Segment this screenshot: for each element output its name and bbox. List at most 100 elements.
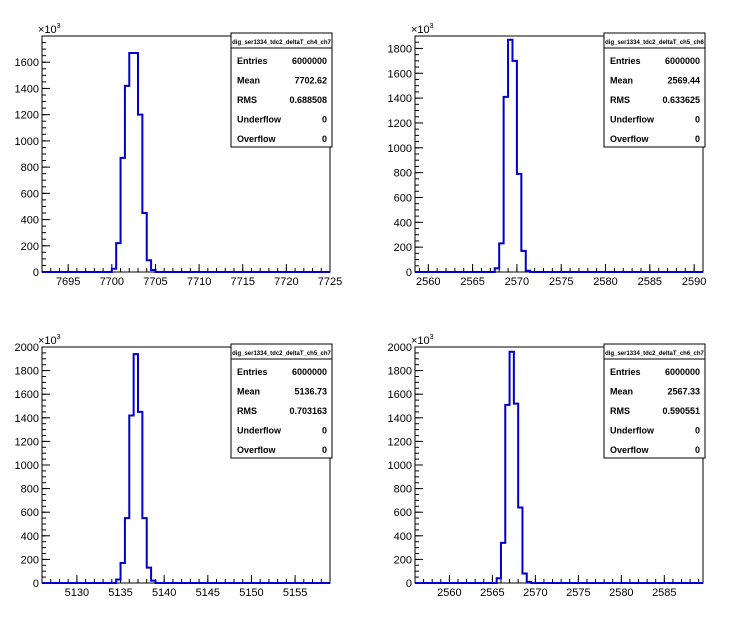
stat-key: Underflow (610, 115, 655, 125)
y-tick-label: 1200 (15, 110, 39, 122)
y-tick-label: 1400 (388, 413, 412, 425)
y-tick-label: 1600 (388, 389, 412, 401)
y-multiplier-label: ×103 (411, 23, 434, 36)
y-tick-label: 800 (21, 484, 39, 496)
stat-box (230, 343, 333, 459)
y-tick-label: 200 (394, 554, 412, 566)
x-tick-label: 2560 (437, 587, 461, 599)
y-tick-label: 1200 (388, 118, 412, 130)
x-tick-label: 2560 (416, 276, 440, 288)
x-tick-label: 5140 (152, 587, 176, 599)
histogram-line (42, 52, 330, 273)
stat-value: 0 (695, 445, 700, 455)
x-tick-label: 5145 (196, 587, 220, 599)
y-tick-label: 1600 (15, 57, 39, 69)
stat-value: 2569.44 (667, 76, 700, 86)
y-tick-label: 1800 (15, 366, 39, 378)
y-tick-label: 1800 (388, 366, 412, 378)
stat-key: RMS (237, 95, 257, 105)
stat-key: RMS (237, 406, 257, 416)
y-tick-label: 600 (394, 507, 412, 519)
y-tick-label: 2000 (388, 342, 412, 354)
stat-key: Overflow (610, 134, 650, 144)
stat-key: Entries (610, 56, 641, 66)
stat-key: RMS (610, 406, 630, 416)
stat-box (230, 32, 333, 148)
y-tick-label: 1800 (388, 43, 412, 55)
x-tick-label: 2570 (505, 276, 529, 288)
stat-value: 0 (695, 115, 700, 125)
histogram-pad: 0 200 400 600 800 1000 1200 1400 1600 1800 2000 256… (388, 334, 706, 599)
stat-value: 6000000 (292, 56, 327, 66)
stat-value: 0.688508 (289, 95, 327, 105)
y-multiplier-label: ×103 (411, 334, 434, 347)
y-tick-label: 200 (21, 241, 39, 253)
y-tick-label: 400 (394, 531, 412, 543)
x-tick-label: 7725 (318, 276, 342, 288)
histogram-pad: 0 200 400 600 800 1000 1200 1400 1600 1800 2000 513… (15, 334, 333, 599)
stat-key: Entries (237, 56, 268, 66)
stat-key: Mean (237, 76, 260, 86)
x-tick-label: 2575 (549, 276, 573, 288)
y-tick-label: 200 (394, 242, 412, 254)
x-tick-label: 2580 (609, 587, 633, 599)
histogram-line (415, 38, 703, 273)
stat-value: 6000000 (665, 56, 700, 66)
histogram-bin (129, 53, 138, 272)
stat-key: Overflow (237, 134, 277, 144)
y-tick-label: 1000 (388, 143, 412, 155)
y-tick-label: 2000 (15, 342, 39, 354)
y-tick-label: 800 (21, 162, 39, 174)
y-tick-label: 1000 (388, 460, 412, 472)
x-tick-label: 5130 (65, 587, 89, 599)
y-tick-label: 400 (394, 217, 412, 229)
y-tick-label: 1200 (15, 436, 39, 448)
x-tick-label: 7700 (100, 276, 124, 288)
stat-value: 0 (322, 115, 327, 125)
x-tick-label: 2565 (460, 276, 484, 288)
x-tick-label: 2570 (523, 587, 547, 599)
stat-key: Mean (610, 76, 633, 86)
y-tick-label: 600 (21, 507, 39, 519)
stat-value: 5136.73 (294, 387, 327, 397)
stat-box-title: dig_ser1334_tdc2_deltaT_ch4_ch7 (232, 40, 331, 46)
x-tick-label: 7705 (143, 276, 167, 288)
x-tick-label: 7695 (56, 276, 80, 288)
stat-key: Underflow (237, 426, 282, 436)
stat-box-title: dig_ser1334_tdc2_deltaT_ch5_ch6 (605, 40, 704, 46)
y-tick-label: 800 (394, 484, 412, 496)
stat-box-title: dig_ser1334_tdc2_deltaT_ch5_ch7 (232, 351, 331, 357)
stat-value: 0.633625 (662, 95, 700, 105)
stat-value: 0 (322, 445, 327, 455)
histogram-pad: 0 200 400 600 800 1000 1200 1400 1600 1800 2560 256… (388, 23, 707, 288)
y-tick-label: 400 (21, 531, 39, 543)
y-tick-label: 1400 (388, 93, 412, 105)
stat-key: Mean (237, 387, 260, 397)
y-tick-label: 400 (21, 215, 39, 227)
y-tick-label: 1400 (15, 413, 39, 425)
stat-value: 0 (695, 426, 700, 436)
stat-value: 2567.33 (667, 387, 700, 397)
y-tick-label: 600 (21, 188, 39, 200)
stat-box (603, 343, 706, 459)
stat-value: 0 (322, 134, 327, 144)
x-tick-label: 5155 (283, 587, 307, 599)
y-tick-label: 600 (394, 192, 412, 204)
stat-value: 6000000 (292, 367, 327, 377)
stat-key: Entries (610, 367, 641, 377)
y-tick-label: 0 (406, 267, 412, 279)
x-tick-label: 2565 (480, 587, 504, 599)
stat-value: 0 (695, 134, 700, 144)
stat-value: 7702.62 (294, 76, 327, 86)
stat-value: 0.703163 (289, 406, 327, 416)
stat-box (603, 32, 706, 148)
y-multiplier-label: ×103 (38, 23, 61, 36)
histogram-pad: 0 200 400 600 800 1000 1200 1400 1600 7695 7700 770… (15, 23, 343, 288)
x-tick-label: 2575 (566, 587, 590, 599)
x-tick-label: 7715 (230, 276, 254, 288)
y-tick-label: 800 (394, 168, 412, 180)
y-tick-label: 1000 (15, 136, 39, 148)
y-tick-label: 1600 (388, 68, 412, 80)
stat-key: Entries (237, 367, 268, 377)
